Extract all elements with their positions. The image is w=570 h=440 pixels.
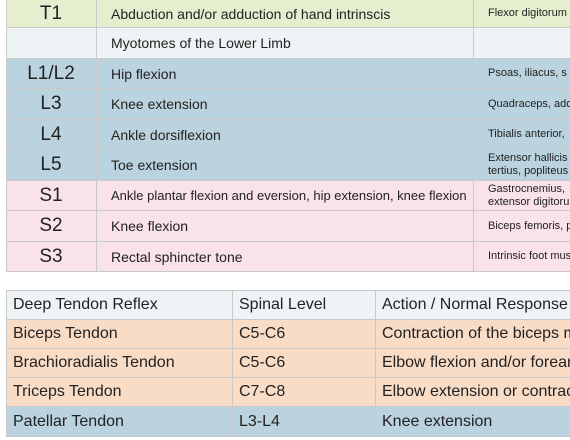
cell-text: extensor digitoru bbox=[488, 195, 570, 208]
cell-text: Elbow flexion and/or forear bbox=[382, 354, 570, 371]
cell-text: L5 bbox=[40, 154, 62, 175]
action-cell: Hip flexion bbox=[97, 59, 474, 89]
action-cell: Knee extension bbox=[97, 89, 474, 120]
level-cell: T1 bbox=[6, 0, 97, 28]
reflex-cell: C7-C8 bbox=[233, 378, 376, 407]
level-cell: L1/L2 bbox=[6, 59, 97, 89]
action-cell: Ankle dorsiflexion bbox=[97, 120, 474, 150]
cell-text: Biceps Tendon bbox=[13, 325, 118, 342]
cell-text: L3-L4 bbox=[239, 412, 280, 430]
action-cell: Abduction and/or adduction of hand intri… bbox=[97, 0, 474, 28]
action-cell: Rectal sphincter tone bbox=[97, 242, 474, 272]
cell-text: Action / Normal Response bbox=[382, 296, 568, 313]
muscle-cell: Quadraceps, add bbox=[474, 89, 570, 120]
reflex-cell: C5-C6 bbox=[233, 320, 376, 349]
cell-text: T1 bbox=[39, 2, 63, 24]
cell-text: Tibialis anterior, bbox=[488, 128, 565, 140]
cell-text: Flexor digitorum bbox=[488, 7, 567, 19]
cell-text: L3 bbox=[40, 93, 62, 114]
muscle-cell: Gastrocnemius, extensor digitoru bbox=[474, 181, 570, 211]
action-cell: Ankle plantar flexion and eversion, hip … bbox=[97, 181, 474, 211]
cell-text: Gastrocnemius, bbox=[488, 182, 566, 195]
reflex-cell: Biceps Tendon bbox=[6, 320, 233, 349]
cell-text: S3 bbox=[39, 245, 63, 267]
reflex-cell: Elbow extension or contrac bbox=[376, 378, 570, 407]
cell-text: Myotomes of the Lower Limb bbox=[111, 35, 291, 51]
header-cell: Action / Normal Response bbox=[376, 290, 570, 320]
cell-text: Quadraceps, add bbox=[488, 97, 570, 110]
cell-text: Triceps Tendon bbox=[13, 383, 122, 400]
cell-text: Ankle dorsiflexion bbox=[111, 126, 221, 143]
reflex-cell: Triceps Tendon bbox=[6, 378, 233, 407]
cell-text: Toe extension bbox=[111, 157, 198, 173]
action-cell: Toe extension bbox=[97, 150, 474, 181]
cell-text: Rectal sphincter tone bbox=[111, 248, 243, 265]
reflex-cell: Knee extension bbox=[376, 407, 570, 437]
level-cell: L3 bbox=[6, 89, 97, 120]
cell-text: C5-C6 bbox=[239, 354, 286, 371]
cell-text: S1 bbox=[39, 184, 63, 206]
cell-text: Brachioradialis Tendon bbox=[13, 354, 175, 371]
cell-text: Deep Tendon Reflex bbox=[13, 296, 158, 313]
cell-text: Intrinsic foot mus bbox=[488, 250, 570, 262]
cell-text: tertius, popliteus bbox=[488, 165, 569, 177]
level-cell: S1 bbox=[6, 181, 97, 211]
reflex-cell: C5-C6 bbox=[233, 349, 376, 378]
reflex-cell: Patellar Tendon bbox=[6, 407, 233, 437]
reflex-cell: Brachioradialis Tendon bbox=[6, 349, 233, 378]
muscle-cell: Biceps femoris, p bbox=[474, 211, 570, 242]
header-cell: Spinal Level bbox=[233, 290, 376, 320]
muscle-cell: Tibialis anterior, bbox=[474, 120, 570, 150]
cell-text: C5-C6 bbox=[239, 325, 286, 342]
cell-text: Biceps femoris, p bbox=[488, 219, 570, 232]
cell-text: Elbow extension or contrac bbox=[382, 383, 570, 400]
reflex-cell: Elbow flexion and/or forear bbox=[376, 349, 570, 378]
cell-text: L1/L2 bbox=[27, 62, 75, 84]
muscle-cell bbox=[474, 28, 570, 59]
cell-text: Hip flexion bbox=[111, 65, 177, 82]
cell-text: Spinal Level bbox=[239, 296, 327, 313]
muscle-cell: Intrinsic foot mus bbox=[474, 242, 570, 272]
cell-text: Knee extension bbox=[111, 96, 208, 112]
reflex-cell: Contraction of the biceps m bbox=[376, 320, 570, 349]
action-cell: Myotomes of the Lower Limb bbox=[97, 28, 474, 59]
cell-text: Knee extension bbox=[382, 412, 493, 430]
cell-text: S2 bbox=[39, 215, 63, 236]
cell-text: L4 bbox=[40, 123, 62, 145]
action-cell: Knee flexion bbox=[97, 211, 474, 242]
cell-text: Contraction of the biceps m bbox=[382, 325, 570, 342]
cell-text: Extensor hallicis bbox=[488, 152, 568, 164]
table-border bbox=[6, 0, 7, 272]
cell-text: Ankle plantar flexion and eversion, hip … bbox=[111, 188, 467, 203]
header-cell: Deep Tendon Reflex bbox=[6, 290, 233, 320]
level-cell bbox=[6, 28, 97, 59]
reflex-cell: L3-L4 bbox=[233, 407, 376, 437]
cell-text: C7-C8 bbox=[239, 383, 286, 400]
level-cell: S3 bbox=[6, 242, 97, 272]
level-cell: L5 bbox=[6, 150, 97, 181]
level-cell: S2 bbox=[6, 211, 97, 242]
cell-text: Psoas, iliacus, s bbox=[488, 67, 567, 79]
muscle-cell: Psoas, iliacus, s bbox=[474, 59, 570, 89]
muscle-cell: Flexor digitorum bbox=[474, 0, 570, 28]
cell-text: Abduction and/or adduction of hand intri… bbox=[111, 5, 391, 22]
cell-text: Knee flexion bbox=[111, 218, 189, 234]
cell-text: Patellar Tendon bbox=[13, 412, 124, 430]
level-cell: L4 bbox=[6, 120, 97, 150]
muscle-cell: Extensor hallicis tertius, popliteus bbox=[474, 150, 570, 181]
